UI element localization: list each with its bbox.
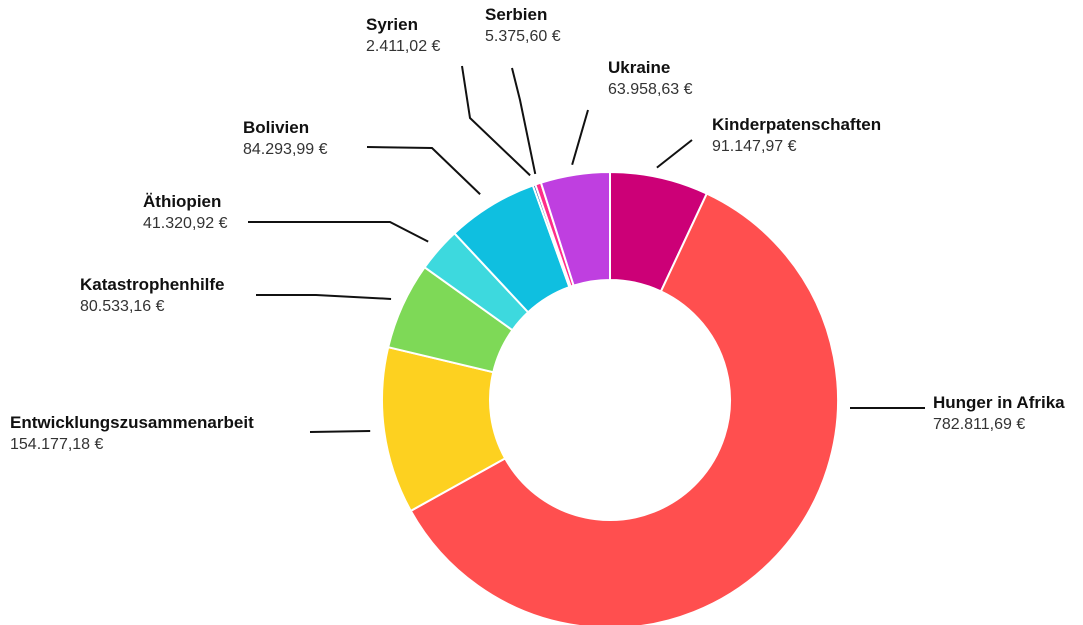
leader-line (571, 109, 589, 166)
slice-label: Syrien (366, 15, 418, 34)
slice-labels: Kinderpatenschaften 91.147,97 € Hunger in … (10, 5, 1065, 453)
leader-line (366, 146, 481, 195)
slice-ukraine (539, 170, 611, 287)
slice-label: Äthiopien (143, 192, 221, 211)
slice-value-label: 41.320,92 € (143, 215, 228, 232)
slice-value-label: 84.293,99 € (243, 141, 328, 158)
slice-value-label: 5.375,60 € (485, 28, 561, 45)
donut-slices (381, 170, 839, 625)
slice-value-label: 80.533,16 € (80, 298, 165, 315)
slice-value-label: 2.411,02 € (366, 38, 441, 55)
slice-label: Katastrophenhilfe (80, 275, 225, 294)
leader-lines (248, 65, 925, 433)
slice-value-label: 91.147,97 € (712, 138, 797, 155)
leader-line (256, 294, 392, 300)
leader-line (309, 430, 371, 433)
slice-hunger-in-afrika (409, 192, 839, 625)
slice-value-label: 782.811,69 € (933, 416, 1025, 433)
slice-label: Hunger in Afrika (933, 393, 1065, 412)
slice-label: Bolivien (243, 118, 309, 137)
leader-line (656, 139, 693, 169)
leader-line (511, 67, 537, 175)
slice-label: Serbien (485, 5, 547, 24)
leader-line (248, 221, 429, 243)
slice-label: Entwicklungszusammenarbeit (10, 413, 254, 432)
leader-line (461, 65, 531, 177)
slice-label: Kinderpatenschaften (712, 115, 881, 134)
slice-value-label: 154.177,18 € (10, 436, 104, 453)
slice-value-label: 63.958,63 € (608, 81, 693, 98)
slice-label: Ukraine (608, 58, 670, 77)
